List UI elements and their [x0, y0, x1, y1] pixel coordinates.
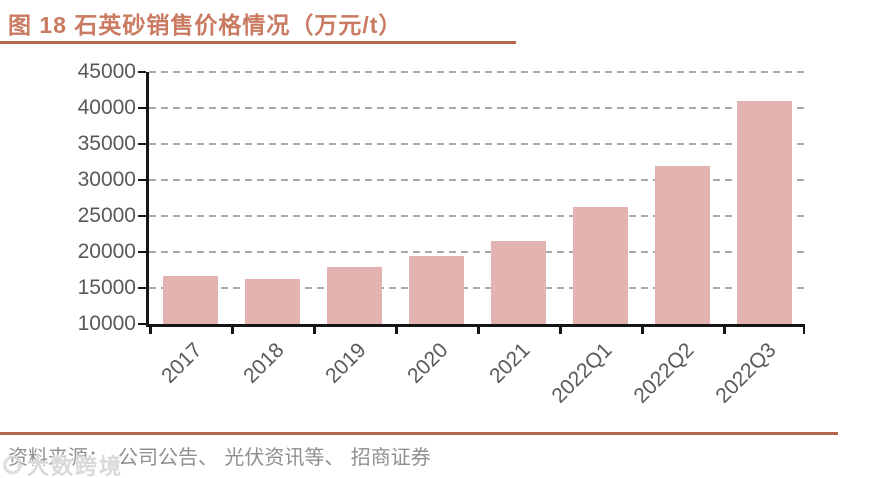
bar-2018 [244, 279, 300, 324]
figure-title: 图 18 石英砂销售价格情况（万元/t） [8, 12, 403, 38]
x-axis-tick [313, 327, 316, 334]
gridline [149, 215, 805, 217]
bar-2022Q1 [572, 207, 628, 324]
x-axis-tick-label: 2017 [157, 338, 207, 388]
y-axis-tick-label: 40000 [77, 96, 136, 119]
gridline [149, 107, 805, 109]
bar-2022Q3 [736, 100, 792, 324]
source-line: 资料来源： 公司公告、 光伏资讯等、 招商证券 [8, 441, 431, 470]
plot-area [138, 70, 805, 334]
y-axis-tick-label: 10000 [77, 312, 136, 335]
y-axis-tick [138, 250, 146, 254]
x-axis-tick-label: 2021 [485, 338, 535, 388]
x-axis-tick [559, 327, 562, 334]
gridline [149, 287, 805, 289]
y-axis-tick [138, 322, 146, 326]
x-axis-tick [802, 327, 805, 334]
y-axis-tick [138, 286, 146, 290]
bar-2021 [490, 241, 546, 324]
y-axis-tick [138, 70, 146, 74]
x-axis-tick [149, 327, 152, 334]
x-axis-tick [231, 327, 234, 334]
y-axis-tick-label: 15000 [77, 276, 136, 299]
x-axis-tick [395, 327, 398, 334]
x-axis-tick-label: 2022Q1 [547, 338, 617, 408]
y-axis-tick-label: 20000 [77, 240, 136, 263]
gridline [149, 179, 805, 181]
bar-2022Q2 [654, 165, 710, 324]
y-axis-tick-label: 35000 [77, 132, 136, 155]
y-axis-labels: 10000 15000 20000 25000 30000 35000 40000 45000 [0, 61, 136, 335]
y-axis-tick-label: 45000 [77, 60, 136, 83]
bar-2017 [162, 276, 218, 324]
x-axis-tick-label: 2022Q3 [711, 338, 781, 408]
x-axis-tick-label: 2019 [321, 338, 371, 388]
x-axis-tick-label: 2020 [403, 338, 453, 388]
title-underline [0, 41, 516, 44]
gridline [149, 143, 805, 145]
source-label: 资料来源： [8, 445, 108, 469]
y-axis-tick [138, 142, 146, 146]
bar-chart: 10000 15000 20000 25000 30000 35000 40000 45000… [0, 61, 805, 415]
y-axis-tick [138, 178, 146, 182]
x-axis-tick [723, 327, 726, 334]
source-text: 公司公告、 光伏资讯等、 招商证券 [118, 445, 431, 469]
x-axis-labels: 2017 2018 2019 2020 2021 2022Q1 2022Q2 2022Q3 [146, 330, 802, 415]
y-axis-tick-label: 25000 [77, 204, 136, 227]
bar-2020 [408, 255, 464, 324]
x-axis-tick-label: 2018 [239, 338, 289, 388]
bar-2019 [326, 267, 382, 324]
x-axis-tick-label: 2022Q2 [629, 338, 699, 408]
y-axis-tick [138, 214, 146, 218]
footer-divider [0, 432, 838, 435]
gridline [149, 251, 805, 253]
y-axis-tick [138, 106, 146, 110]
x-axis-tick [641, 327, 644, 334]
y-axis-tick-label: 30000 [77, 168, 136, 191]
gridline [149, 71, 805, 73]
x-axis-tick [477, 327, 480, 334]
